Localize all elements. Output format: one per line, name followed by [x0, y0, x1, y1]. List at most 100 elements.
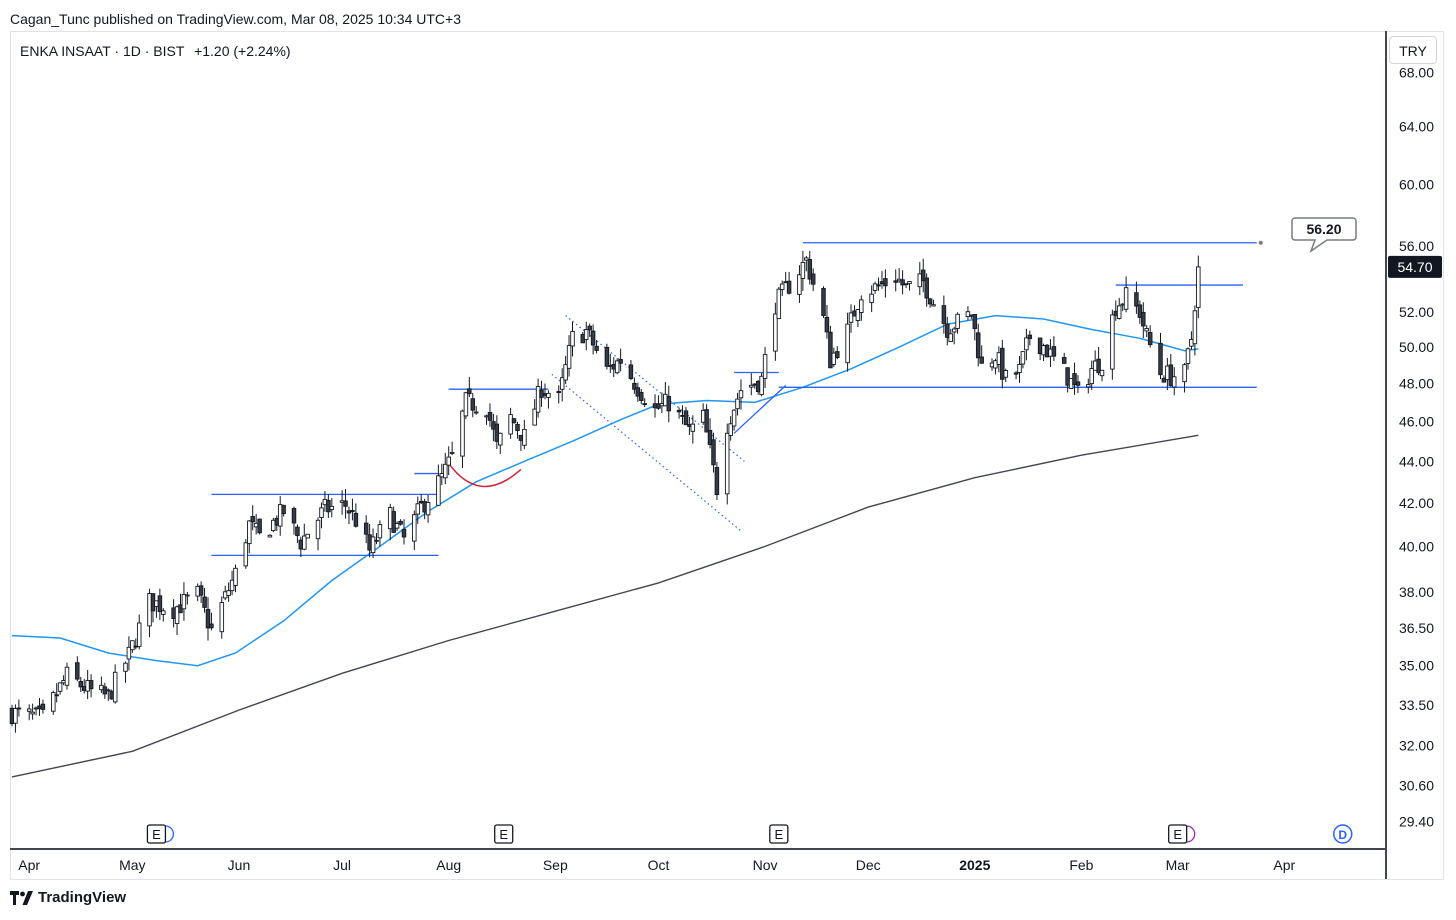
candle-body [449, 451, 455, 454]
candle [487, 403, 493, 427]
candle-body [494, 423, 500, 442]
candle-body [181, 594, 187, 610]
candle [1185, 347, 1191, 370]
candle [394, 521, 400, 531]
earnings-event-marker: E [494, 824, 514, 844]
candle-body [590, 330, 596, 346]
ma-long-line [11, 434, 1199, 778]
candle [315, 517, 321, 551]
candle-body [594, 345, 599, 351]
candle-body [831, 352, 837, 365]
candle [1116, 297, 1122, 320]
candle [415, 496, 421, 524]
candle [1000, 339, 1005, 389]
candle [979, 345, 984, 364]
candle-body [1134, 292, 1139, 307]
candle-body [1123, 287, 1129, 310]
channel-line [551, 373, 742, 532]
price-tick-label: 56.00 [1399, 238, 1434, 254]
candle-body [123, 662, 128, 672]
candle [202, 587, 207, 613]
candle-body [948, 333, 953, 342]
last-price-label: 54.70 [1397, 259, 1432, 275]
candle-body [1171, 376, 1177, 388]
candle [1065, 367, 1070, 393]
earnings-event-marker: E [146, 824, 175, 844]
candle [363, 515, 369, 544]
candle-body [515, 423, 520, 432]
candle [711, 432, 716, 473]
candle-body [302, 535, 307, 550]
candle-body [707, 429, 713, 445]
candle-body [941, 305, 947, 324]
candle-body [305, 533, 310, 539]
candle-body [226, 590, 231, 596]
candle-body [257, 518, 262, 534]
candle [436, 464, 441, 507]
candle [377, 520, 383, 547]
candle [467, 376, 472, 398]
earnings-event-label: E [499, 827, 508, 842]
candle [951, 326, 957, 345]
candle-body [343, 500, 348, 507]
candle [676, 407, 682, 419]
candle-body [64, 666, 70, 686]
candle-body [1137, 304, 1143, 318]
candle [302, 523, 307, 551]
candle-body [900, 279, 905, 286]
candle-body [161, 610, 166, 615]
trend-line [733, 384, 787, 434]
candle-body [363, 522, 369, 535]
candle-body [759, 375, 764, 396]
currency-button[interactable]: TRY [1389, 36, 1437, 64]
candle-body [522, 428, 527, 446]
candle [948, 328, 953, 343]
candle-body [824, 316, 830, 333]
candle-body [1192, 310, 1198, 345]
candle-body [735, 398, 740, 410]
candle [51, 690, 56, 715]
candle [835, 346, 840, 360]
tradingview-logo-icon [10, 890, 33, 905]
tradingview-logo[interactable]: TradingView [10, 889, 126, 906]
candle [635, 382, 641, 402]
candle [1141, 302, 1146, 339]
candle [267, 534, 273, 538]
dividend-event-label: D [1338, 828, 1347, 842]
candle-body [415, 503, 421, 515]
candle-body [883, 278, 888, 287]
earnings-event-label: E [774, 827, 783, 842]
candle-body [75, 662, 80, 680]
candle [845, 312, 850, 372]
candle-body [711, 439, 716, 466]
candle-body [267, 534, 273, 538]
candle-body [848, 312, 854, 323]
candle-body [773, 313, 778, 352]
time-axis[interactable]: Apr May Jun Jul Aug Sep Oct Nov Dec 2025 Feb Mar Apr [18, 857, 1295, 873]
candle [198, 581, 204, 604]
candle [1147, 325, 1153, 348]
candle [470, 392, 476, 418]
candle-body [1017, 363, 1022, 373]
candle [291, 506, 297, 535]
candle [57, 682, 63, 695]
candle-body [353, 512, 359, 527]
candle-body [219, 602, 225, 633]
candle-body [955, 313, 960, 329]
candle-body [1182, 364, 1187, 383]
candle-body [130, 640, 135, 651]
candle-body [370, 536, 376, 554]
chart-frame [10, 31, 1444, 880]
candle [972, 314, 978, 341]
candle-body [845, 323, 850, 364]
rounding-bottom-arc [448, 462, 522, 488]
candle-body [690, 423, 696, 432]
candle-body [1013, 372, 1019, 375]
candle [106, 688, 111, 701]
candle [859, 295, 864, 321]
price-axis[interactable]: 68.00 64.00 60.00 56.00 52.00 50.00 48.00 46.00… [1399, 65, 1434, 830]
candle [690, 415, 696, 444]
candle-body [800, 262, 806, 279]
